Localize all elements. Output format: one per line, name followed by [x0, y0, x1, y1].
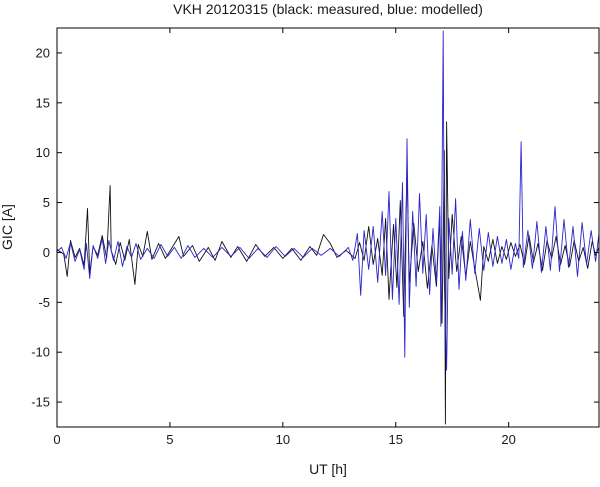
y-tick-label: -10 — [31, 345, 50, 360]
axes-frame — [56, 27, 600, 428]
y-tick-label: -15 — [31, 395, 50, 410]
y-tick-label: -5 — [38, 295, 50, 310]
x-tick-label: 15 — [389, 432, 403, 447]
x-tick-label: 10 — [276, 432, 290, 447]
x-tick-label: 20 — [501, 432, 515, 447]
y-tick-label: 20 — [36, 45, 50, 60]
x-tick-label: 5 — [166, 432, 173, 447]
chart-title: VKH 20120315 (black: measured, blue: mod… — [173, 1, 483, 17]
y-tick-label: 0 — [43, 245, 50, 260]
y-tick-label: 10 — [36, 145, 50, 160]
axes: 0 5 10 15 20 -15 -10 -5 0 5 10 15 20 — [31, 27, 600, 447]
y-tick-label: 5 — [43, 195, 50, 210]
y-tick-label: 15 — [36, 95, 50, 110]
x-tick-label: 0 — [53, 432, 60, 447]
x-axis-label: UT [h] — [309, 461, 347, 477]
series-line-measured — [57, 121, 599, 425]
y-axis-label: GIC [A] — [0, 204, 15, 250]
plot-area — [57, 30, 599, 425]
series-line-modelled — [57, 30, 599, 371]
